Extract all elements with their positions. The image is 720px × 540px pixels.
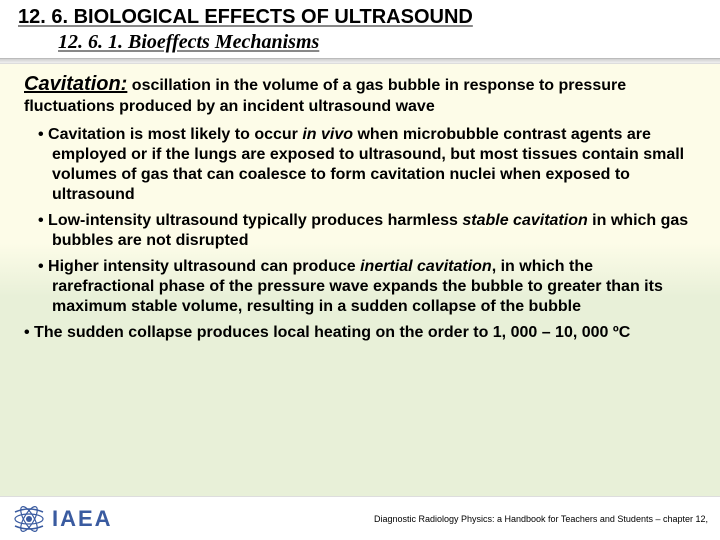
slide-subtitle: 12. 6. 1. Bioeffects Mechanisms <box>18 31 702 54</box>
bullet-1-it: in vivo <box>302 126 353 143</box>
footer-note: Diagnostic Radiology Physics: a Handbook… <box>374 514 708 524</box>
footer: IAEA Diagnostic Radiology Physics: a Han… <box>0 496 720 540</box>
logo-text: IAEA <box>52 506 113 532</box>
bullet-3-it: inertial cavitation <box>360 258 492 275</box>
intro-term: Cavitation: <box>24 73 127 95</box>
intro-text: Cavitation: oscillation in the volume of… <box>24 72 696 117</box>
bullet-1: • Cavitation is most likely to occur in … <box>24 125 696 205</box>
content-area: Cavitation: oscillation in the volume of… <box>0 64 720 343</box>
slide: 12. 6. BIOLOGICAL EFFECTS OF ULTRASOUND … <box>0 0 720 540</box>
slide-title: 12. 6. BIOLOGICAL EFFECTS OF ULTRASOUND <box>18 6 702 29</box>
bullet-3: • Higher intensity ultrasound can produc… <box>24 257 696 317</box>
iaea-logo-icon <box>12 502 46 536</box>
bullet-2-it: stable cavitation <box>462 212 587 229</box>
header-area: 12. 6. BIOLOGICAL EFFECTS OF ULTRASOUND … <box>0 0 720 58</box>
logo: IAEA <box>12 502 113 536</box>
bullet-4-pre: • The sudden collapse produces local hea… <box>24 324 630 341</box>
bullet-2-pre: • Low-intensity ultrasound typically pro… <box>38 212 462 229</box>
bullet-3-pre: • Higher intensity ultrasound can produc… <box>38 258 360 275</box>
bullet-4: • The sudden collapse produces local hea… <box>24 323 696 343</box>
bullet-1-pre: • Cavitation is most likely to occur <box>38 126 302 143</box>
bullet-2: • Low-intensity ultrasound typically pro… <box>24 211 696 251</box>
